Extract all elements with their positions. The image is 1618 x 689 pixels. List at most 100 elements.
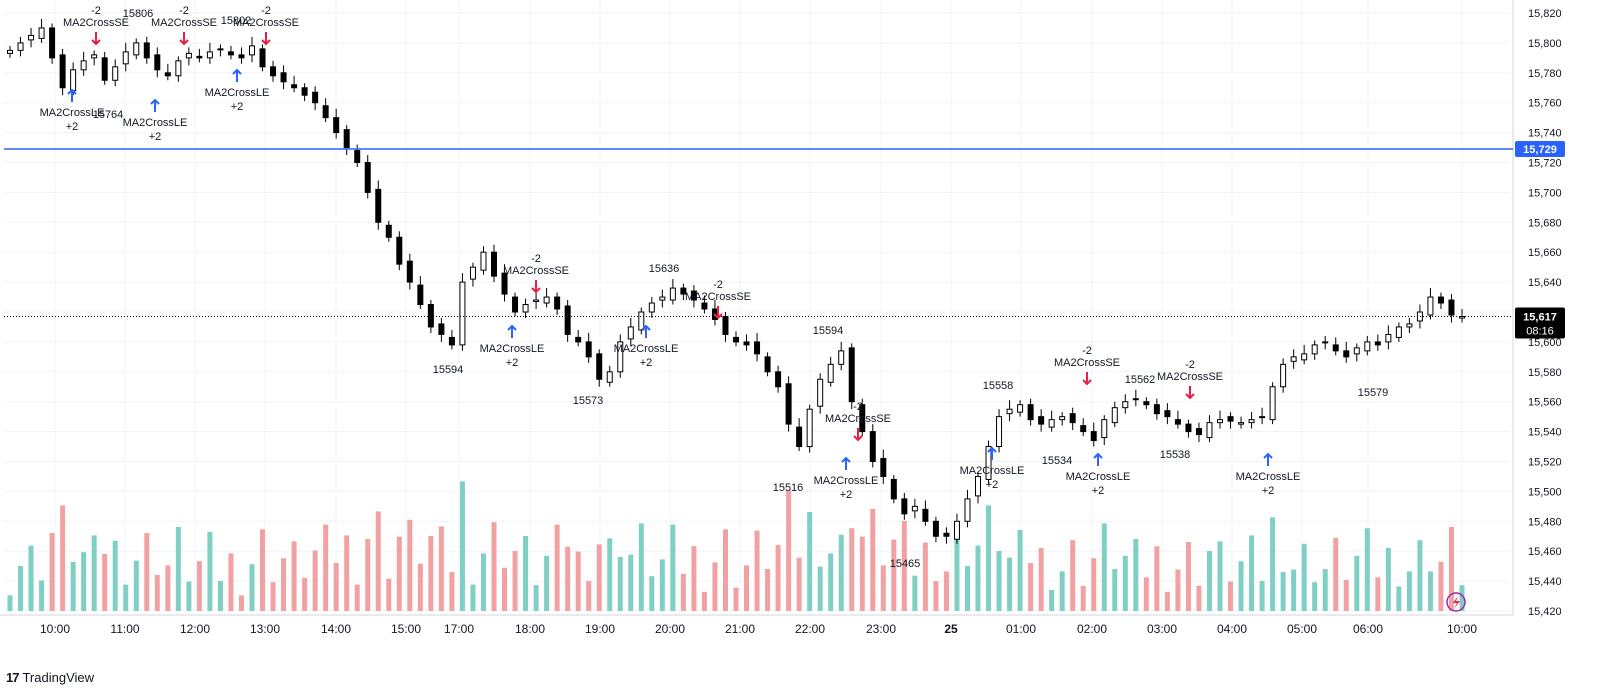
volume-bar [217,581,223,611]
signal-qty-label: +2 [1262,485,1275,497]
candle-body [469,266,476,280]
volume-bar [880,565,886,611]
price-annotation: 15465 [890,558,921,570]
candle-body [1038,416,1045,425]
volume-bar [1154,546,1160,611]
x-tick-label: 21:00 [725,622,755,636]
candle-body [396,236,403,265]
candle-body [722,315,729,335]
volume-bar [544,555,550,611]
candle-body [1164,410,1171,418]
volume-bar [407,519,413,611]
price-annotation: 15573 [573,395,604,407]
candle-body [1227,416,1234,422]
candle-body [1364,341,1371,352]
y-tick-label: 15,740 [1528,128,1562,140]
candle-body [38,27,45,39]
volume-bar [480,553,486,611]
price-annotation: 15764 [93,109,124,121]
last-price-tag [1515,307,1565,339]
candle-body [238,54,245,59]
volume-bar [1249,535,1255,611]
tradingview-brand[interactable]: 17 TradingView [6,670,94,685]
volume-bar [1385,548,1391,611]
candle-body [848,347,855,403]
volume-bar [249,564,255,611]
signal-qty-label: +2 [1092,485,1105,497]
tradingview-logo-icon: 17 [6,670,20,685]
candle-body [522,304,529,313]
volume-bar [459,481,465,611]
candle-body [1311,344,1318,355]
volume-bar [1196,585,1202,611]
x-tick-label: 12:00 [180,622,210,636]
volume-bar [733,587,739,611]
volume-bar [1101,523,1107,611]
volume-bar [281,558,287,611]
candle-body [975,475,981,497]
volume-bar [1406,571,1412,611]
x-tick-label: 04:00 [1217,622,1247,636]
candle-body [1322,341,1329,344]
y-tick-label: 15,480 [1528,516,1562,528]
price-annotation: 15558 [983,380,1014,392]
candle-body [953,520,960,540]
candle-body [1006,408,1013,415]
volume-bar [986,505,992,611]
volume-bar [323,524,329,611]
volume-bar [302,578,308,611]
signal-qty-label: -2 [713,279,723,291]
signal-qty-label: +2 [840,489,853,501]
candle-body [249,45,255,56]
candle-body [733,336,739,343]
volume-bar [1291,569,1297,611]
candle-body [932,520,939,537]
candle-body [80,60,87,71]
candle-body [112,66,119,81]
candle-body [901,498,908,515]
long-arrow-icon [987,446,997,460]
price-annotation: 15562 [1125,374,1156,386]
signal-qty-label: -2 [261,5,271,17]
signal-long-label: MA2CrossLE [123,117,188,129]
candle-body [817,378,824,407]
candle-body [28,34,35,41]
volume-bar [691,546,697,611]
volume-bar [523,536,529,611]
signal-long-label: MA2CrossLE [814,475,879,487]
candle-body [690,290,697,301]
volume-bar [1427,571,1433,611]
candle-body [375,188,382,223]
signal-qty-label: -2 [91,5,101,17]
volume-bar [1143,577,1149,611]
x-tick-label: 25 [944,622,958,636]
x-tick-label: 05:00 [1287,622,1317,636]
y-tick-label: 15,560 [1528,397,1562,409]
volume-bar [1459,585,1465,611]
candle-body [1206,422,1213,439]
volume-bar [312,550,318,611]
volume-bar [565,546,571,611]
volume-bar [1091,558,1097,611]
price-annotation: 15594 [433,364,464,376]
candle-body [1437,296,1444,304]
candle-body [17,42,24,51]
candle-body [585,341,592,358]
candle-body [122,51,129,65]
volume-bar [7,595,13,611]
candle-body [1153,404,1160,415]
volume-bar [859,536,865,611]
candle-body [270,66,277,77]
candle-body [1027,404,1034,421]
price-annotation: 15516 [773,482,804,494]
volume-bar [186,581,192,611]
volume-bar [628,554,634,611]
volume-bar [1017,530,1023,611]
volume-bar [701,591,707,611]
candle-body [796,426,803,448]
candle-body [1448,299,1455,316]
candle-body [880,458,887,477]
y-tick-label: 15,500 [1528,486,1562,498]
volume-bar [238,595,244,611]
